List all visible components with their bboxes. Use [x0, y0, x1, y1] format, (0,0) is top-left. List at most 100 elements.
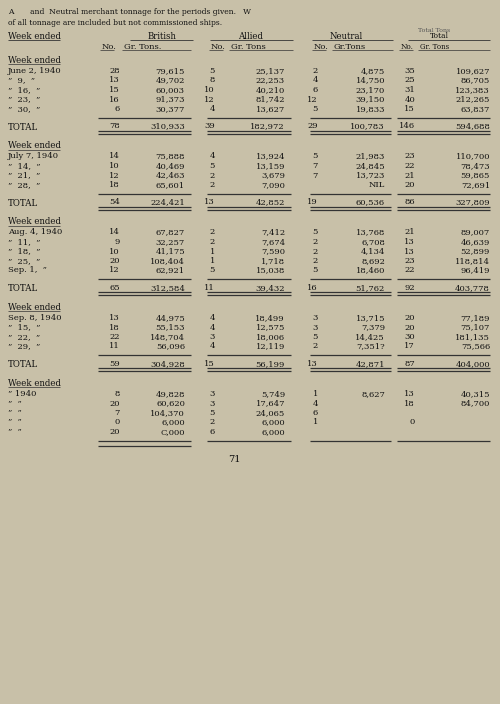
Text: ”  21,  ”: ” 21, ” [8, 172, 40, 180]
Text: Week ended: Week ended [8, 218, 61, 227]
Text: 49,702: 49,702 [156, 77, 185, 84]
Text: ”  29,  ”: ” 29, ” [8, 343, 40, 351]
Text: 16: 16 [308, 284, 318, 292]
Text: 7: 7 [312, 162, 318, 170]
Text: 40,315: 40,315 [460, 390, 490, 398]
Text: 12,119: 12,119 [256, 343, 285, 351]
Text: 39: 39 [204, 122, 215, 130]
Text: 13: 13 [404, 248, 415, 256]
Text: ”  18,  ”: ” 18, ” [8, 248, 40, 256]
Text: ”  ”: ” ” [8, 418, 22, 427]
Text: 146: 146 [399, 122, 415, 130]
Text: 89,007: 89,007 [461, 229, 490, 237]
Text: 5: 5 [210, 267, 215, 275]
Text: 42,463: 42,463 [156, 172, 185, 180]
Text: 182,972: 182,972 [250, 122, 285, 130]
Text: 81,742: 81,742 [256, 96, 285, 103]
Text: 13: 13 [109, 314, 120, 322]
Text: 6,000: 6,000 [162, 418, 185, 427]
Text: 5: 5 [210, 409, 215, 417]
Text: Week ended: Week ended [8, 142, 61, 151]
Text: June 2, 1940: June 2, 1940 [8, 67, 62, 75]
Text: 23,170: 23,170 [356, 86, 385, 94]
Text: 41,175: 41,175 [156, 248, 185, 256]
Text: 39,150: 39,150 [356, 96, 385, 103]
Text: 30: 30 [404, 333, 415, 341]
Text: 24,845: 24,845 [356, 162, 385, 170]
Text: 13,159: 13,159 [256, 162, 285, 170]
Text: ”  ”: ” ” [8, 409, 22, 417]
Text: 39,432: 39,432 [256, 284, 285, 292]
Text: 86,705: 86,705 [461, 77, 490, 84]
Text: 327,809: 327,809 [456, 199, 490, 206]
Text: Week ended: Week ended [8, 32, 61, 41]
Text: 5: 5 [210, 162, 215, 170]
Text: 3: 3 [210, 333, 215, 341]
Text: Week ended: Week ended [8, 303, 61, 312]
Text: 3: 3 [312, 324, 318, 332]
Text: 18,499: 18,499 [256, 314, 285, 322]
Text: 7,090: 7,090 [261, 181, 285, 189]
Text: 18: 18 [404, 399, 415, 408]
Text: 42,852: 42,852 [256, 199, 285, 206]
Text: 78,473: 78,473 [460, 162, 490, 170]
Text: 60,620: 60,620 [156, 399, 185, 408]
Text: 21: 21 [404, 172, 415, 180]
Text: 6,000: 6,000 [262, 418, 285, 427]
Text: 7,379: 7,379 [361, 324, 385, 332]
Text: 7: 7 [114, 409, 120, 417]
Text: Aug. 4, 1940: Aug. 4, 1940 [8, 229, 62, 237]
Text: 56,199: 56,199 [256, 360, 285, 368]
Text: No.: No. [211, 43, 226, 51]
Text: 1: 1 [210, 257, 215, 265]
Text: 65: 65 [110, 284, 120, 292]
Text: No.: No. [102, 43, 117, 51]
Text: 8: 8 [210, 77, 215, 84]
Text: 20: 20 [404, 314, 415, 322]
Text: 92: 92 [404, 284, 415, 292]
Text: 7,351?: 7,351? [356, 343, 385, 351]
Text: 11: 11 [204, 284, 215, 292]
Text: ”  ”: ” ” [8, 428, 22, 436]
Text: 2: 2 [313, 343, 318, 351]
Text: 1: 1 [312, 418, 318, 427]
Text: 40,210: 40,210 [256, 86, 285, 94]
Text: 13: 13 [307, 360, 318, 368]
Text: No.: No. [314, 43, 329, 51]
Text: 55,153: 55,153 [156, 324, 185, 332]
Text: 46,639: 46,639 [460, 238, 490, 246]
Text: Total Tons: Total Tons [418, 28, 450, 33]
Text: 109,627: 109,627 [456, 67, 490, 75]
Text: 32,257: 32,257 [156, 238, 185, 246]
Text: 22: 22 [110, 333, 120, 341]
Text: 22: 22 [404, 162, 415, 170]
Text: 75,107: 75,107 [460, 324, 490, 332]
Text: 15,038: 15,038 [256, 267, 285, 275]
Text: of all tonnage are included but not commissioned ships.: of all tonnage are included but not comm… [8, 19, 222, 27]
Text: ”  ”: ” ” [8, 399, 22, 408]
Text: Allied: Allied [238, 32, 263, 41]
Text: 8: 8 [114, 390, 120, 398]
Text: 12: 12 [204, 96, 215, 103]
Text: 4: 4 [312, 399, 318, 408]
Text: 4: 4 [312, 77, 318, 84]
Text: 2: 2 [313, 238, 318, 246]
Text: 62,921: 62,921 [156, 267, 185, 275]
Text: 12: 12 [110, 172, 120, 180]
Text: 29: 29 [308, 122, 318, 130]
Text: ”  23,  ”: ” 23, ” [8, 96, 40, 103]
Text: 78: 78 [109, 122, 120, 130]
Text: 79,615: 79,615 [156, 67, 185, 75]
Text: 123,383: 123,383 [455, 86, 490, 94]
Text: 21: 21 [404, 229, 415, 237]
Text: 104,370: 104,370 [150, 409, 185, 417]
Text: 87: 87 [404, 360, 415, 368]
Text: TOTAL: TOTAL [8, 360, 38, 369]
Text: 49,828: 49,828 [156, 390, 185, 398]
Text: 75,888: 75,888 [156, 153, 185, 161]
Text: 6,000: 6,000 [262, 428, 285, 436]
Text: A       and  Neutral merchant tonnage for the periods given.   W: A and Neutral merchant tonnage for the p… [8, 8, 251, 16]
Text: 9: 9 [114, 238, 120, 246]
Text: 2: 2 [313, 67, 318, 75]
Text: 108,404: 108,404 [150, 257, 185, 265]
